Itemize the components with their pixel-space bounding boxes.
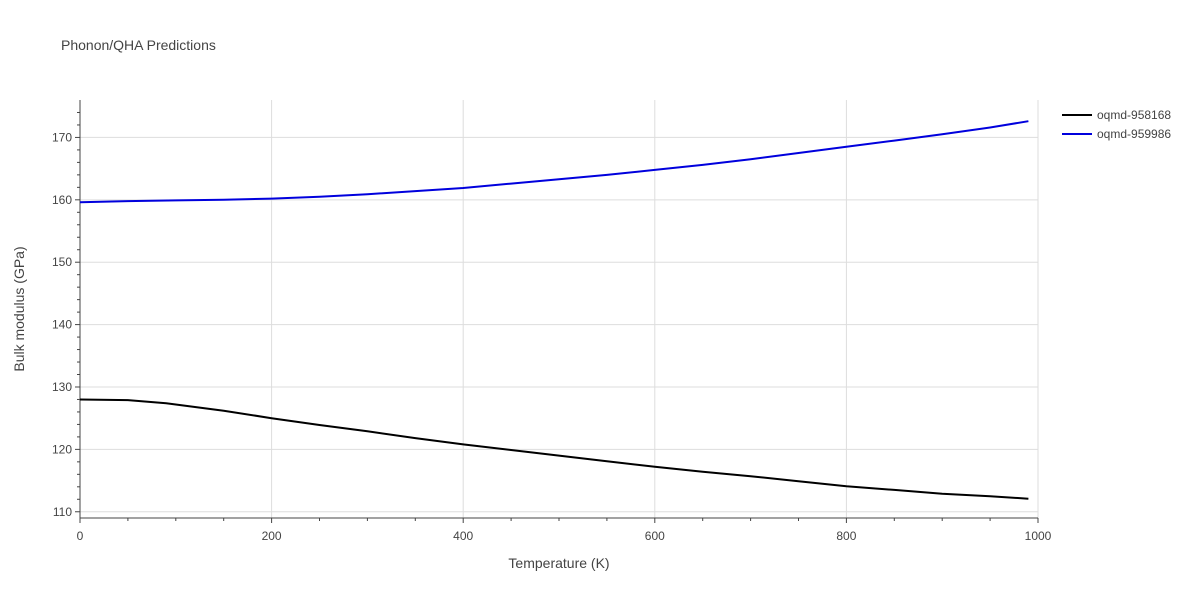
x-tick-label: 0 <box>77 529 84 543</box>
x-tick-label: 600 <box>645 529 665 543</box>
legend[interactable]: oqmd-958168 oqmd-959986 <box>1062 108 1171 141</box>
x-axis-title: Temperature (K) <box>508 555 609 571</box>
x-tick-label: 800 <box>836 529 856 543</box>
y-tick-label: 160 <box>52 193 72 207</box>
y-tick-label: 110 <box>53 505 72 519</box>
y-tick-label: 150 <box>52 255 72 269</box>
y-tick-label: 170 <box>52 130 72 144</box>
legend-entry-2[interactable]: oqmd-959986 <box>1097 127 1171 141</box>
y-tick-label: 130 <box>52 380 72 394</box>
legend-entry-1[interactable]: oqmd-958168 <box>1097 108 1171 122</box>
y-axis-title: Bulk modulus (GPa) <box>11 246 27 371</box>
x-tick-label: 400 <box>453 529 473 543</box>
series-lines <box>79 120 1029 500</box>
y-tick-label: 140 <box>52 318 72 332</box>
x-tick-label: 1000 <box>1025 529 1052 543</box>
series-line-2 <box>79 120 1029 204</box>
y-tick-label: 120 <box>52 442 72 456</box>
chart-title: Phonon/QHA Predictions <box>61 37 216 53</box>
series-line-1 <box>79 398 1029 500</box>
x-tick-label: 200 <box>262 529 282 543</box>
axes: 0 200 400 600 800 1000 110 120 130 140 150 160 170 <box>52 100 1052 543</box>
